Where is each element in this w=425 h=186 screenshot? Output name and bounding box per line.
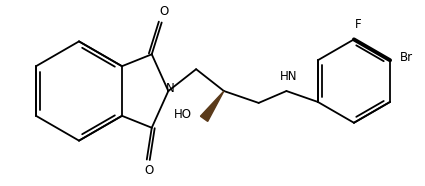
- Text: O: O: [159, 5, 168, 17]
- Text: O: O: [144, 164, 153, 177]
- Text: HN: HN: [280, 70, 297, 83]
- Text: Br: Br: [400, 51, 413, 64]
- Polygon shape: [201, 91, 224, 121]
- Text: HO: HO: [174, 108, 192, 121]
- Text: F: F: [354, 18, 361, 31]
- Text: N: N: [166, 81, 175, 94]
